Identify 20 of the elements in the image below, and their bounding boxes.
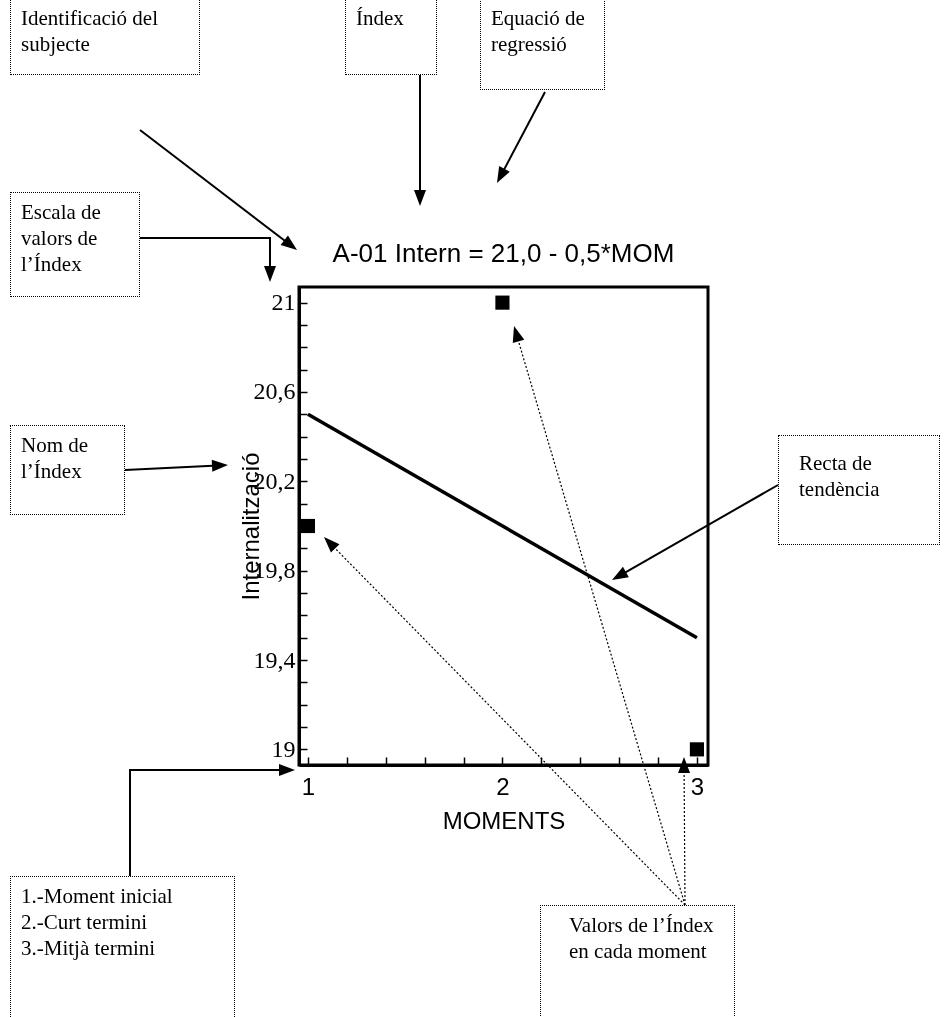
point [300, 518, 316, 534]
callout-box: Nom de l’Índex [10, 425, 125, 515]
y-tick-label: 19,4 [253, 646, 296, 673]
y-tick-label: 19 [271, 735, 296, 762]
x-tick-label: 1 [301, 772, 316, 800]
callout-box: Recta de tendència [778, 435, 940, 545]
callout-box: 1.-Moment inicial 2.-Curt termini 3.-Mitjà termini [10, 876, 235, 1017]
point [689, 742, 704, 757]
chart-title: A-01 Intern = 21,0 - 0,5*MOM [332, 238, 675, 268]
callout-box: Equació de regressió [480, 0, 605, 90]
callout-box: Índex [345, 0, 437, 75]
x-tick-label: 3 [690, 772, 705, 800]
point [495, 295, 510, 310]
x-axis-title: MOMENTS [442, 806, 566, 834]
y-tick-label: 21 [271, 289, 296, 316]
x-tick-label: 2 [496, 772, 510, 800]
callout-box: Identificació del subjecte [10, 0, 200, 75]
callout-box: Valors de l’Índex en cada moment [540, 905, 735, 1017]
callout-box: Escala de valors de l’Índex [10, 192, 140, 297]
y-tick-label: 20,6 [253, 378, 296, 405]
